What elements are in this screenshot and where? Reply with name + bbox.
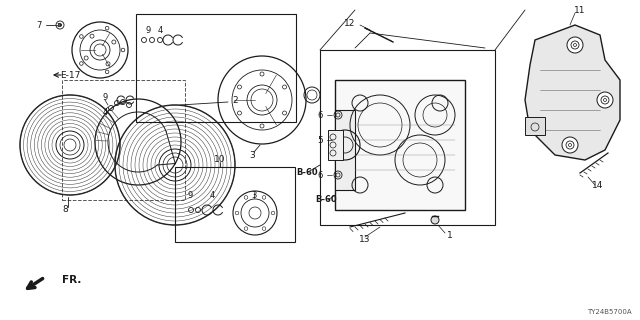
Text: 3: 3 (249, 150, 255, 159)
Bar (328, 130, 343, 160)
Text: 3: 3 (252, 190, 257, 199)
Text: 9: 9 (102, 92, 108, 101)
Bar (335, 110, 355, 190)
Text: 6: 6 (317, 110, 323, 119)
Text: TY24B5700A: TY24B5700A (588, 309, 632, 315)
Bar (136, 14, 296, 122)
Text: 11: 11 (574, 5, 586, 14)
Bar (62, 80, 185, 200)
Bar (335, 80, 465, 210)
Text: 4: 4 (157, 26, 163, 35)
Polygon shape (525, 25, 620, 160)
Text: B-60: B-60 (296, 167, 317, 177)
Text: E-17: E-17 (60, 70, 81, 79)
Text: 14: 14 (592, 180, 604, 189)
Text: 2: 2 (232, 95, 238, 105)
Bar (320, 50, 495, 225)
Text: 12: 12 (344, 19, 356, 28)
Text: 4: 4 (209, 190, 214, 199)
Text: 9: 9 (188, 190, 193, 199)
Text: 13: 13 (359, 236, 371, 244)
Text: 7: 7 (36, 20, 42, 29)
Text: 4: 4 (102, 108, 108, 116)
Text: FR.: FR. (62, 275, 81, 285)
Circle shape (562, 137, 578, 153)
Text: B-60: B-60 (315, 196, 337, 204)
Text: 1: 1 (447, 230, 453, 239)
Text: 6: 6 (317, 171, 323, 180)
Circle shape (597, 92, 613, 108)
Text: 10: 10 (214, 155, 226, 164)
Text: 5: 5 (317, 135, 323, 145)
Circle shape (431, 216, 439, 224)
Bar (525, 117, 545, 135)
Circle shape (567, 37, 583, 53)
Bar (175, 167, 295, 242)
Text: 8: 8 (62, 205, 68, 214)
Text: 9: 9 (145, 26, 150, 35)
